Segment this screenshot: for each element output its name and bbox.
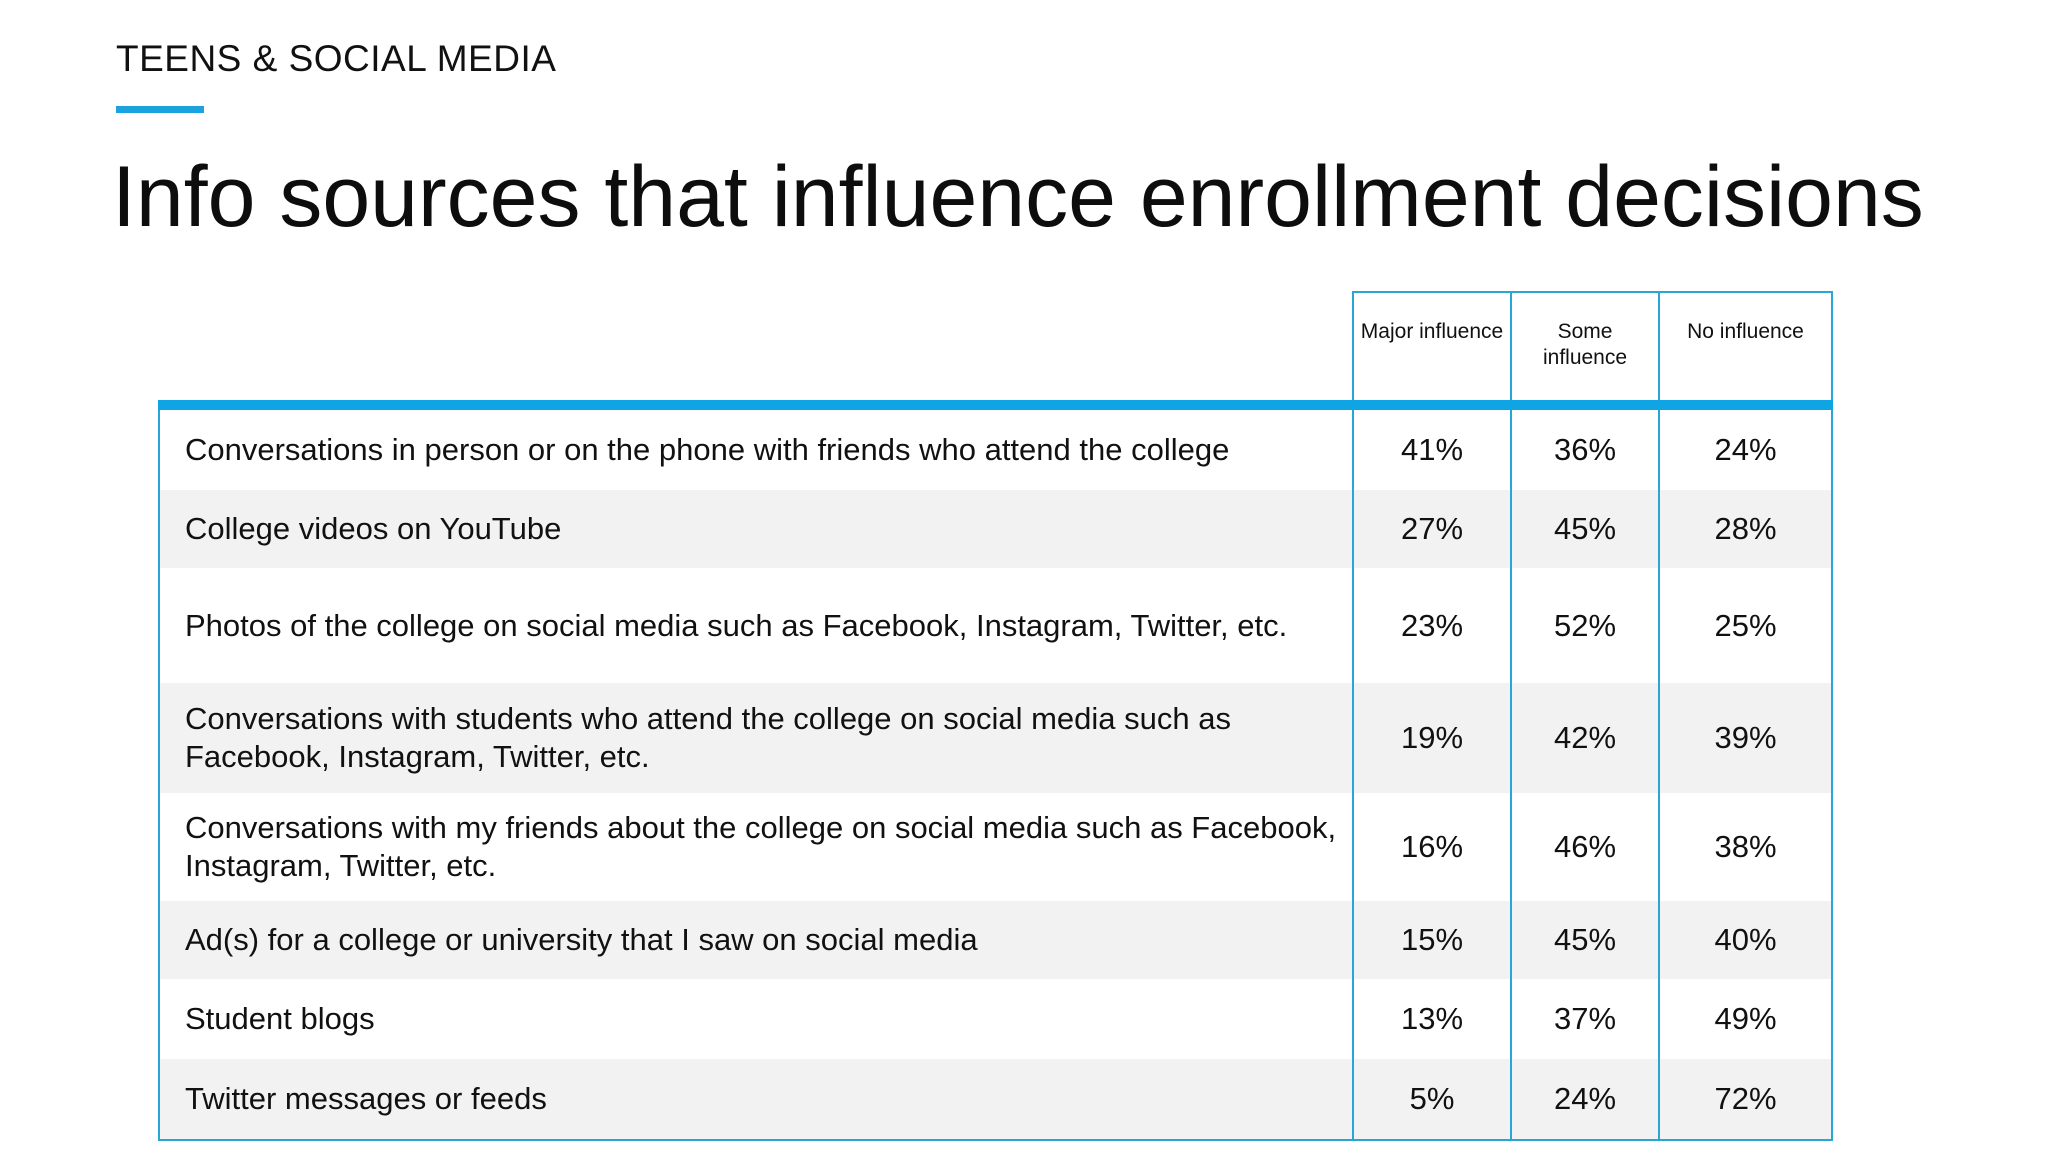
column-header-major: Major influence [1352,291,1512,410]
cell-major: 5% [1352,1059,1512,1141]
table-row: Ad(s) for a college or university that I… [158,901,1833,979]
row-label: Conversations in person or on the phone … [158,405,1354,490]
cell-some: 45% [1510,901,1660,979]
cell-none: 72% [1658,1059,1833,1141]
section-kicker: TEENS & SOCIAL MEDIA [116,38,557,79]
cell-major: 41% [1352,405,1512,490]
cell-none: 39% [1658,683,1833,793]
cell-none: 49% [1658,979,1833,1059]
slide-title: Info sources that influence enrollment d… [112,149,1924,245]
cell-some: 36% [1510,405,1660,490]
influence-table-container: Major influence Some influence No influe… [158,291,1833,1141]
table-row: Twitter messages or feeds 5% 24% 72% [158,1059,1833,1141]
cell-none: 28% [1658,490,1833,568]
table-row: College videos on YouTube 27% 45% 28% [158,490,1833,568]
cell-none: 40% [1658,901,1833,979]
row-label: Student blogs [158,979,1354,1059]
column-header-some: Some influence [1510,291,1660,410]
cell-major: 19% [1352,683,1512,793]
row-label: Photos of the college on social media su… [158,568,1354,683]
cell-major: 13% [1352,979,1512,1059]
table-row: Photos of the college on social media su… [158,568,1833,683]
cell-none: 38% [1658,793,1833,901]
cell-major: 23% [1352,568,1512,683]
cell-major: 16% [1352,793,1512,901]
influence-table: Major influence Some influence No influe… [158,291,1833,1141]
row-label: Twitter messages or feeds [158,1059,1354,1141]
table-row: Conversations with my friends about the … [158,793,1833,901]
cell-some: 42% [1510,683,1660,793]
row-label: Conversations with students who attend t… [158,683,1354,793]
cell-some: 24% [1510,1059,1660,1141]
row-label: Conversations with my friends about the … [158,793,1354,901]
header-spacer [159,292,1353,410]
cell-major: 27% [1352,490,1512,568]
kicker-accent-rule [116,106,204,113]
row-label: College videos on YouTube [158,490,1354,568]
cell-some: 52% [1510,568,1660,683]
table-row: Conversations with students who attend t… [158,683,1833,793]
table-header-row: Major influence Some influence No influe… [159,291,1833,410]
table-row: Student blogs 13% 37% 49% [158,979,1833,1059]
cell-none: 24% [1658,405,1833,490]
cell-some: 46% [1510,793,1660,901]
cell-some: 37% [1510,979,1660,1059]
table-row: Conversations in person or on the phone … [158,405,1833,490]
cell-major: 15% [1352,901,1512,979]
cell-none: 25% [1658,568,1833,683]
column-header-none: No influence [1658,291,1833,410]
cell-some: 45% [1510,490,1660,568]
row-label: Ad(s) for a college or university that I… [158,901,1354,979]
